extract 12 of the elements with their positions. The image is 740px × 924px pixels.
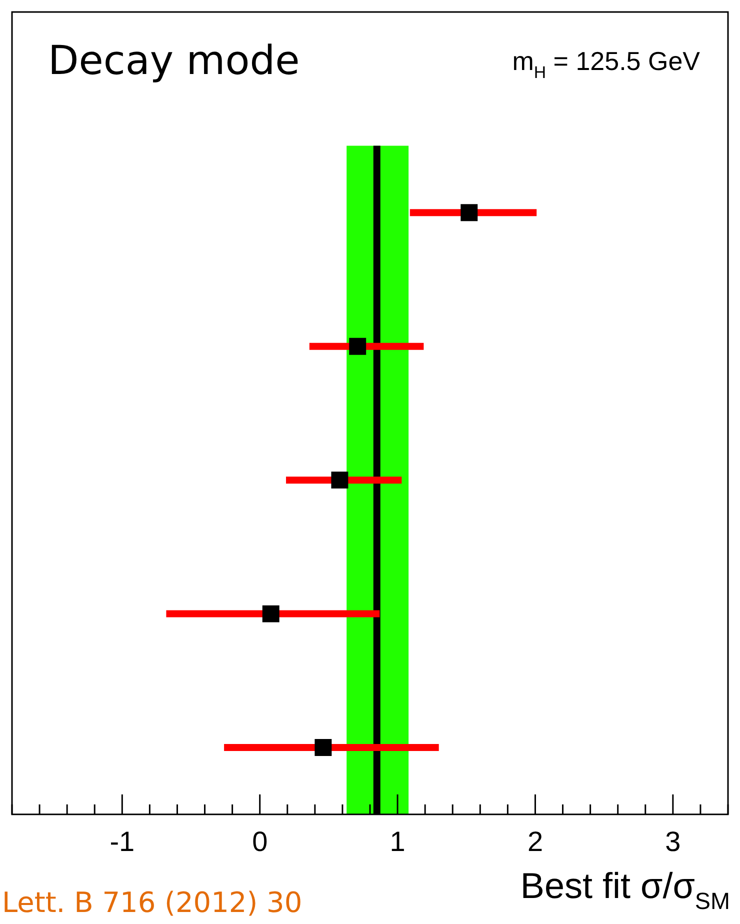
x-tick-label: 3: [665, 826, 681, 857]
point: [314, 739, 332, 756]
chart-title: Decay mode: [48, 38, 300, 84]
point: [331, 472, 348, 489]
x-tick-label: 0: [252, 826, 268, 857]
point: [349, 338, 366, 355]
x-tick-label: -1: [110, 826, 135, 857]
x-tick-label: 2: [527, 826, 544, 857]
point: [460, 204, 478, 222]
point: [262, 605, 280, 622]
text: Lett. B 716 (2012) 30: [2, 886, 302, 919]
x-tick-label: 1: [390, 826, 406, 857]
